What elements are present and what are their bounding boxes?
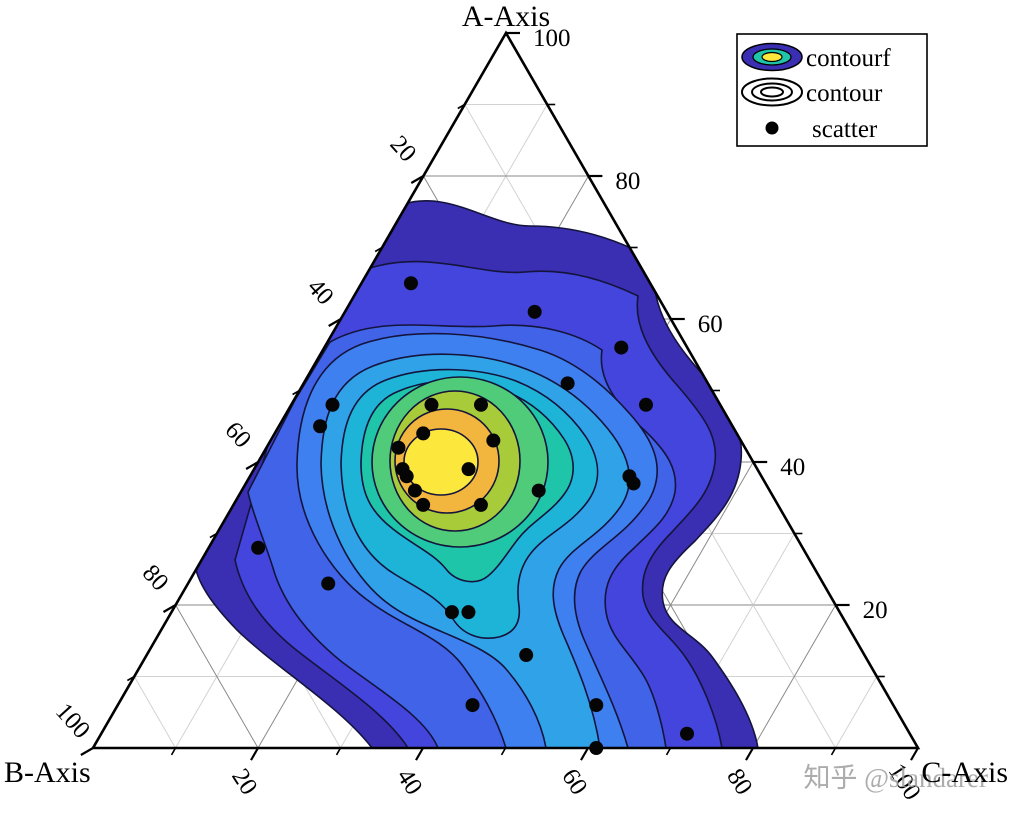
tick-label-c: 40	[391, 764, 427, 800]
scatter-point	[519, 648, 534, 663]
grid-line-c	[752, 604, 837, 749]
tick-label-a: 100	[533, 25, 571, 52]
scatter-point	[531, 483, 546, 498]
tick	[80, 747, 94, 756]
tick	[457, 103, 466, 110]
tick-label-c: 60	[556, 764, 592, 800]
legend-scatter-icon	[765, 121, 779, 135]
scatter-point	[626, 476, 641, 491]
tick	[745, 747, 754, 761]
scatter-point	[251, 540, 266, 555]
tick	[250, 747, 259, 761]
scatter-point	[486, 433, 501, 448]
scatter-point	[473, 397, 488, 412]
legend-label-contourf: contourf	[806, 45, 891, 72]
tick-label-b: 60	[219, 417, 256, 454]
scatter-point	[325, 397, 340, 412]
scatter-point	[680, 726, 695, 741]
scatter-point	[589, 741, 604, 755]
scatter-point	[461, 462, 476, 477]
b-axis-title: B-Axis	[4, 756, 91, 789]
tick	[665, 747, 672, 756]
legend-contourf-icon	[741, 42, 803, 72]
legend-label-scatter: scatter	[812, 116, 878, 143]
tick	[410, 175, 424, 184]
tick	[374, 246, 383, 253]
scatter-point	[465, 698, 480, 713]
scatter-point	[407, 483, 422, 498]
scatter-point	[461, 605, 476, 620]
scatter-point	[313, 419, 328, 434]
scatter-point	[399, 469, 414, 484]
scatter-point	[391, 440, 406, 455]
contour-band	[403, 428, 479, 496]
scatter-points	[251, 276, 695, 755]
tick-label-a: 60	[698, 311, 723, 338]
scatter-point	[638, 397, 653, 412]
scatter-point	[416, 426, 431, 441]
scatter-point	[444, 605, 459, 620]
tick	[245, 461, 259, 470]
legend-label-contour: contour	[806, 80, 883, 107]
tick	[415, 747, 424, 761]
tick-label-c: 20	[226, 764, 262, 800]
tick	[328, 318, 342, 327]
tick	[830, 747, 837, 756]
scatter-point	[614, 340, 629, 355]
c-axis-title: C-Axis	[921, 756, 1008, 789]
contour-bands	[194, 199, 759, 748]
tick	[910, 747, 919, 761]
scatter-point	[527, 304, 542, 319]
axis-ticks	[80, 31, 919, 761]
scatter-point	[473, 497, 488, 512]
a-axis-title: A-Axis	[462, 0, 550, 33]
tick	[209, 532, 218, 539]
scatter-point	[403, 276, 418, 291]
scatter-point	[424, 397, 439, 412]
tick-label-b: 100	[50, 698, 95, 744]
tick-label-c: 80	[721, 764, 757, 800]
tick-label-a: 80	[615, 168, 640, 195]
scatter-point	[589, 698, 604, 713]
tick-label-a: 40	[780, 454, 805, 481]
grid-line-c	[835, 676, 878, 749]
legend: contourf contour scatter	[736, 33, 928, 147]
tick	[162, 604, 177, 613]
scatter-point	[416, 497, 431, 512]
tick-label-a: 20	[863, 597, 888, 624]
grid-line-b	[175, 604, 259, 749]
tick	[126, 675, 135, 682]
scatter-point	[321, 576, 336, 591]
scatter-point	[560, 376, 575, 391]
legend-contour-icon	[741, 77, 803, 107]
tick	[170, 747, 177, 756]
tick	[580, 747, 589, 761]
tick-label-b: 80	[137, 560, 174, 597]
grid-line-b	[133, 676, 176, 749]
tick	[292, 389, 300, 396]
tick-label-b: 20	[385, 131, 422, 168]
tick-label-b: 40	[302, 274, 339, 311]
tick	[500, 747, 507, 756]
tick	[335, 747, 342, 756]
watermark: 知乎 @slandarer	[803, 763, 988, 793]
